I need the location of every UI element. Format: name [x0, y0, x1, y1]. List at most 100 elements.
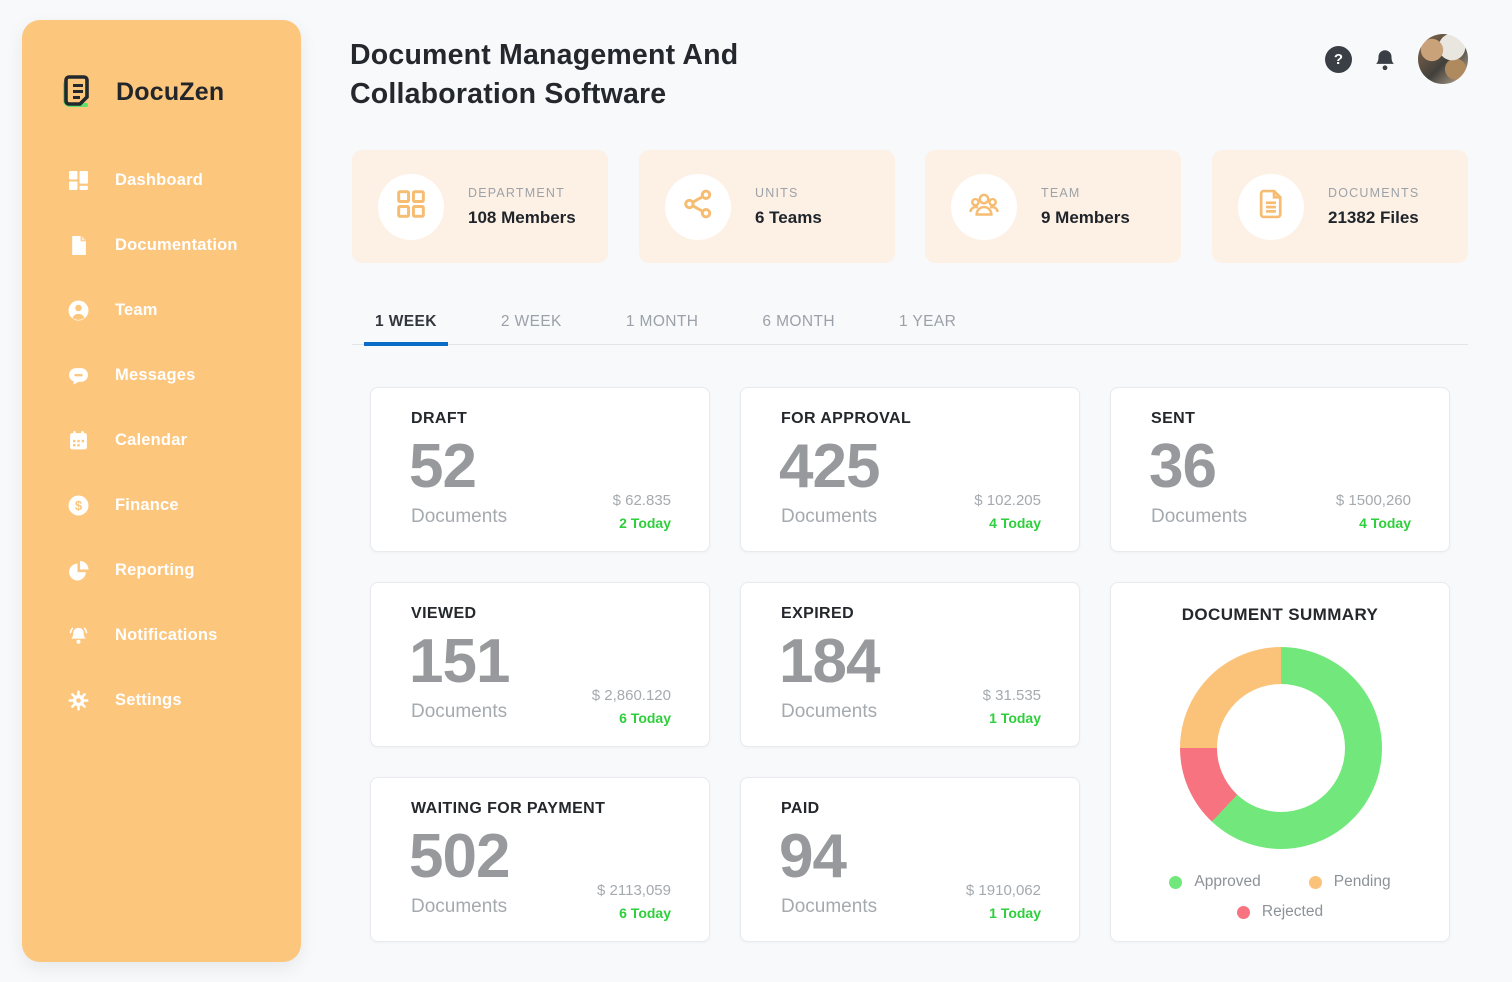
- doc-card-count: 36: [1149, 436, 1216, 498]
- doc-card-today: 1 Today: [989, 710, 1041, 726]
- sidebar-item-team[interactable]: Team: [68, 290, 301, 330]
- doc-card-expired[interactable]: EXPIRED 184 Documents $ 31.535 1 Today: [740, 582, 1080, 747]
- sidebar: DocuZen Dashboard: [22, 20, 301, 962]
- chart-legend: Approved Pending: [1111, 873, 1449, 891]
- doc-card-unit: Documents: [1151, 506, 1247, 528]
- stat-card-department[interactable]: DEPARTMENT 108 Members: [352, 150, 608, 263]
- document-icon: [68, 235, 89, 256]
- stat-value: 21382 Files: [1328, 208, 1419, 228]
- doc-card-unit: Documents: [411, 701, 507, 723]
- stat-value: 6 Teams: [755, 208, 822, 228]
- sidebar-item-label: Settings: [115, 691, 182, 710]
- header-actions: ?: [1325, 34, 1468, 84]
- legend-item-pending: Pending: [1309, 873, 1391, 891]
- sidebar-item-label: Messages: [115, 366, 195, 385]
- doc-card-today: 2 Today: [619, 515, 671, 531]
- doc-card-viewed[interactable]: VIEWED 151 Documents $ 2,860.120 6 Today: [370, 582, 710, 747]
- dashboard-page: DocuZen Dashboard: [0, 0, 1512, 982]
- stat-label: UNITS: [755, 186, 822, 200]
- tab-1-week[interactable]: 1 WEEK: [375, 299, 437, 344]
- doc-card-amount: $ 31.535: [983, 687, 1041, 704]
- person-icon: [68, 300, 89, 321]
- bell-icon: [68, 625, 89, 646]
- sidebar-item-finance[interactable]: $ Finance: [68, 485, 301, 525]
- sidebar-item-reporting[interactable]: Reporting: [68, 550, 301, 590]
- doc-card-title: WAITING FOR PAYMENT: [411, 800, 605, 818]
- sidebar-item-documentation[interactable]: Documentation: [68, 225, 301, 265]
- sidebar-item-messages[interactable]: Messages: [68, 355, 301, 395]
- doc-card-for-approval[interactable]: FOR APPROVAL 425 Documents $ 102.205 4 T…: [740, 387, 1080, 552]
- doc-card-amount: $ 62.835: [613, 492, 671, 509]
- help-glyph: ?: [1334, 51, 1343, 68]
- legend-label: Pending: [1334, 873, 1391, 891]
- chat-icon: [68, 365, 89, 386]
- tab-6-month[interactable]: 6 MONTH: [762, 299, 835, 344]
- sidebar-item-label: Calendar: [115, 431, 187, 450]
- doc-card-draft[interactable]: DRAFT 52 Documents $ 62.835 2 Today: [370, 387, 710, 552]
- doc-card-amount: $ 1910,062: [966, 882, 1041, 899]
- file-icon: [1255, 188, 1287, 225]
- doc-card-unit: Documents: [411, 506, 507, 528]
- help-button[interactable]: ?: [1325, 46, 1352, 73]
- tab-2-week[interactable]: 2 WEEK: [501, 299, 562, 344]
- doc-card-title: VIEWED: [411, 605, 477, 623]
- brand-logo: DocuZen: [58, 72, 224, 112]
- pie-chart-icon: [68, 560, 89, 581]
- stat-label: TEAM: [1041, 186, 1130, 200]
- legend-label: Approved: [1194, 873, 1260, 891]
- sidebar-item-notifications[interactable]: Notifications: [68, 615, 301, 655]
- chart-legend-row-2: Rejected: [1111, 903, 1449, 921]
- doc-card-title: PAID: [781, 800, 820, 818]
- doc-card-title: EXPIRED: [781, 605, 854, 623]
- sidebar-item-label: Documentation: [115, 236, 238, 255]
- stat-card-documents[interactable]: DOCUMENTS 21382 Files: [1212, 150, 1468, 263]
- document-summary-card: DOCUMENT SUMMARY Approved Pending Reject…: [1110, 582, 1450, 942]
- tab-1-year[interactable]: 1 YEAR: [899, 299, 956, 344]
- calendar-icon: [68, 430, 89, 451]
- doc-card-today: 4 Today: [1359, 515, 1411, 531]
- sidebar-item-dashboard[interactable]: Dashboard: [68, 160, 301, 200]
- legend-label: Rejected: [1262, 903, 1323, 921]
- tab-1-month[interactable]: 1 MONTH: [626, 299, 699, 344]
- donut-chart[interactable]: [1180, 647, 1382, 849]
- sidebar-item-label: Team: [115, 301, 158, 320]
- doc-card-paid[interactable]: PAID 94 Documents $ 1910,062 1 Today: [740, 777, 1080, 942]
- stat-icon-circle: [1238, 174, 1304, 240]
- user-avatar[interactable]: [1418, 34, 1468, 84]
- sidebar-item-calendar[interactable]: Calendar: [68, 420, 301, 460]
- doc-card-today: 6 Today: [619, 710, 671, 726]
- brand-name: DocuZen: [116, 78, 224, 107]
- doc-card-unit: Documents: [411, 896, 507, 918]
- sidebar-item-label: Finance: [115, 496, 179, 515]
- legend-dot: [1237, 906, 1250, 919]
- grid-icon: [395, 188, 427, 225]
- doc-card-unit: Documents: [781, 506, 877, 528]
- legend-dot: [1169, 876, 1182, 889]
- doc-card-amount: $ 2,860.120: [592, 687, 671, 704]
- doc-card-waiting-for-payment[interactable]: WAITING FOR PAYMENT 502 Documents $ 2113…: [370, 777, 710, 942]
- sidebar-item-settings[interactable]: Settings: [68, 680, 301, 720]
- sidebar-menu: Dashboard Documentation: [22, 160, 301, 745]
- notifications-bell-icon[interactable]: [1372, 47, 1398, 73]
- people-icon: [968, 188, 1000, 225]
- stat-card-team[interactable]: TEAM 9 Members: [925, 150, 1181, 263]
- stat-icon-circle: [951, 174, 1017, 240]
- doc-card-unit: Documents: [781, 701, 877, 723]
- legend-dot: [1309, 876, 1322, 889]
- doc-card-count: 184: [779, 631, 879, 693]
- doc-card-count: 94: [779, 826, 846, 888]
- doc-card-sent[interactable]: SENT 36 Documents $ 1500,260 4 Today: [1110, 387, 1450, 552]
- stat-card-units[interactable]: UNITS 6 Teams: [639, 150, 895, 263]
- svg-text:$: $: [75, 498, 83, 513]
- sidebar-item-label: Notifications: [115, 626, 218, 645]
- share-icon: [682, 188, 714, 225]
- dashboard-icon: [68, 170, 89, 191]
- stat-value: 9 Members: [1041, 208, 1130, 228]
- doc-card-amount: $ 102.205: [974, 492, 1041, 509]
- page-title: Document Management And Collaboration So…: [350, 36, 830, 114]
- doc-card-amount: $ 2113,059: [597, 882, 671, 899]
- doc-card-today: 6 Today: [619, 905, 671, 921]
- doc-card-amount: $ 1500,260: [1336, 492, 1411, 509]
- legend-item-rejected: Rejected: [1237, 903, 1323, 921]
- dollar-icon: $: [68, 495, 89, 516]
